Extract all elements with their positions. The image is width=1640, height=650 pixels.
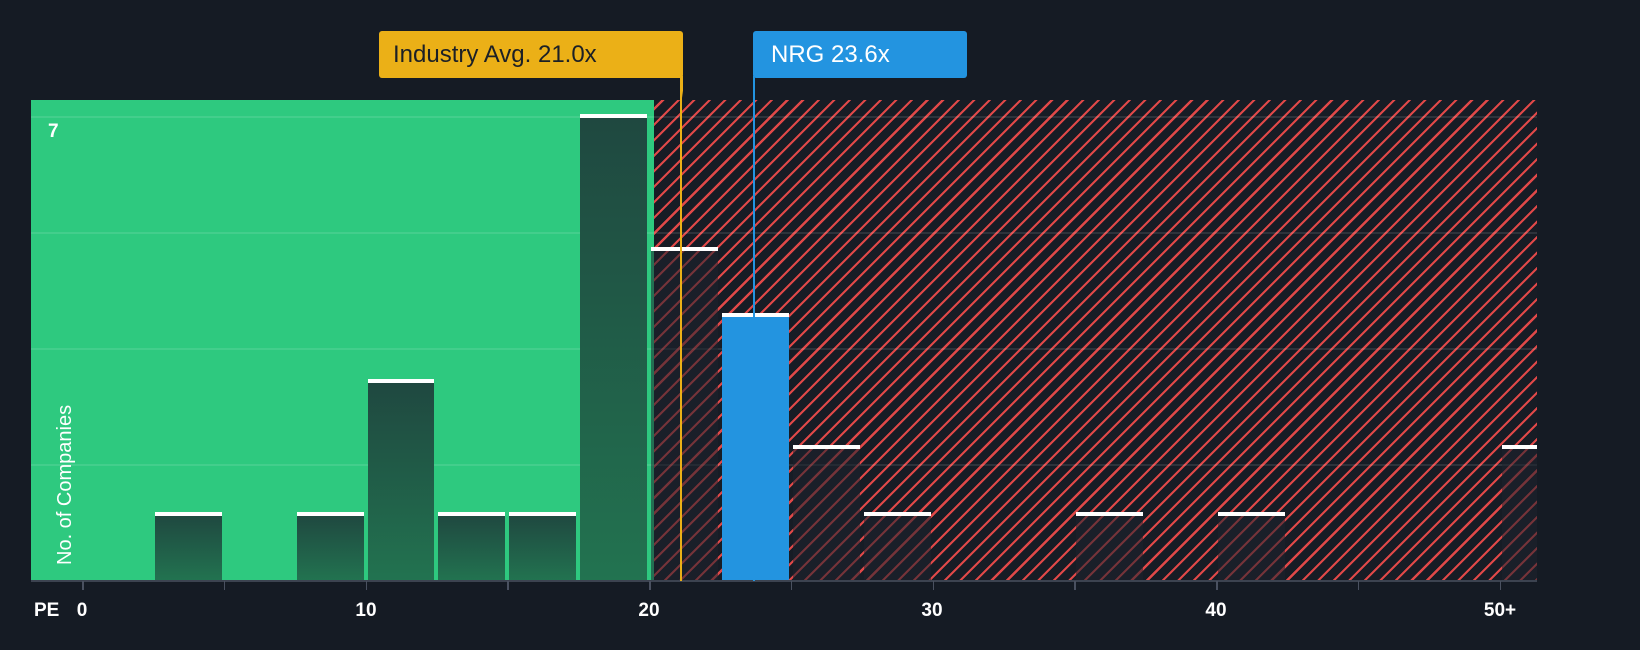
bar-top-cap	[1218, 511, 1285, 516]
bar-top-cap	[154, 511, 222, 516]
y-axis-max-label: 7	[48, 121, 59, 142]
chart-plot-area	[31, 100, 1537, 581]
company-bin-bar	[721, 312, 789, 581]
bar-top-cap	[792, 445, 860, 450]
histogram-bar	[1501, 445, 1537, 581]
x-tick-mark	[932, 581, 934, 590]
histogram-bar	[367, 379, 435, 581]
x-tick-mark	[1074, 581, 1076, 590]
x-tick-label-30: 30	[921, 600, 943, 621]
histogram-bar	[438, 511, 506, 581]
bar-top-cap	[580, 114, 647, 118]
histogram-bar	[509, 511, 577, 581]
x-tick-mark	[1499, 581, 1501, 590]
x-tick-mark	[1216, 581, 1218, 590]
bar-top-cap	[651, 246, 718, 251]
x-tick-label-40: 40	[1205, 600, 1227, 621]
x-tick-label-20: 20	[638, 600, 660, 621]
industry-average-label: Industry Avg. 21.0x	[393, 41, 597, 68]
x-tick-mark	[365, 581, 367, 590]
histogram-bar	[792, 445, 860, 581]
histogram-bar	[863, 511, 931, 581]
bar-top-cap	[296, 511, 364, 516]
x-tick-mark	[82, 581, 84, 590]
company-pe-line	[753, 78, 755, 581]
bar-top-cap	[1501, 445, 1537, 450]
histogram-bar	[1218, 511, 1285, 581]
gridline	[31, 232, 1537, 234]
bar-top-cap	[367, 379, 435, 384]
gridline	[31, 116, 1537, 118]
histogram-bar	[651, 246, 718, 581]
bar-top-cap	[438, 511, 506, 516]
histogram-bar	[296, 511, 364, 581]
x-tick-mark	[790, 581, 793, 590]
x-tick-mark	[1357, 581, 1360, 590]
histogram-bar	[1076, 511, 1144, 581]
x-axis-line	[31, 580, 1537, 582]
x-tick-mark	[649, 581, 651, 590]
histogram-bar	[154, 511, 222, 581]
company-callout-pointer	[753, 76, 763, 98]
histogram-bar	[580, 114, 647, 581]
bar-top-cap	[1076, 511, 1144, 516]
x-tick-label-0: 0	[76, 600, 88, 621]
industry-average-line	[680, 78, 682, 581]
x-tick-mark	[223, 581, 226, 590]
company-pe-callout: NRG 23.6x	[753, 31, 967, 98]
bar-top-cap	[863, 511, 931, 516]
x-tick-label-50plus: 50+	[1483, 600, 1517, 621]
industry-callout-pointer	[672, 76, 683, 98]
bar-top-cap	[509, 511, 577, 516]
bar-top-cap	[721, 312, 789, 317]
industry-average-callout: Industry Avg. 21.0x	[379, 31, 683, 98]
company-pe-label: NRG 23.6x	[771, 41, 890, 68]
y-axis-title: No. of Companies	[54, 404, 76, 565]
undervalued-zone	[31, 100, 654, 581]
x-tick-mark	[507, 581, 509, 590]
x-axis-title: PE	[34, 600, 60, 621]
x-tick-label-10: 10	[355, 600, 377, 621]
